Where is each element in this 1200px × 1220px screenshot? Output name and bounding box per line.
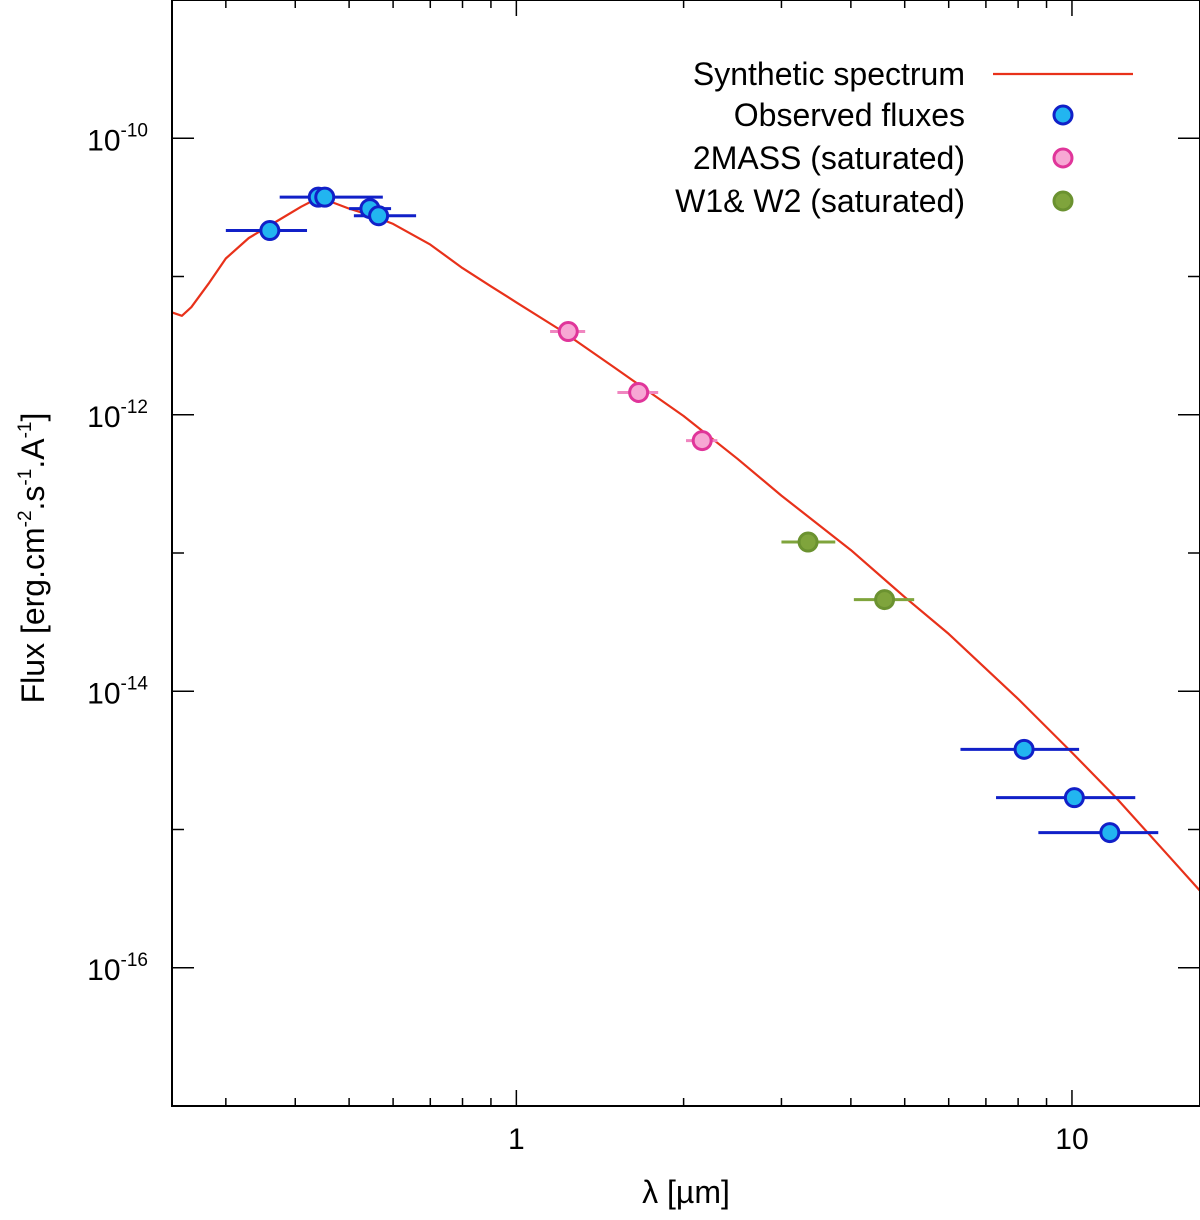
ylabel-main: Flux [erg.cm — [15, 527, 51, 703]
observed-fluxes-point — [1099, 822, 1121, 844]
axes-layer: 1 10 10-10 10-12 10-14 10-16 — [87, 0, 1200, 1156]
observed-fluxes-point — [1013, 738, 1035, 760]
2mass-saturated-point — [691, 430, 713, 452]
plot-area — [172, 186, 1200, 892]
ylabel-exp3: -1 — [15, 422, 36, 439]
legend-marker-w1-w2-saturated — [1052, 190, 1074, 212]
legend: Synthetic spectrum Observed fluxes 2MASS (… — [675, 56, 1133, 219]
x-tick-label: 1 — [508, 1123, 525, 1156]
y-axis-title: Flux [erg.cm-2.s-1.A-1] — [15, 413, 51, 704]
ylabel-end: ] — [15, 413, 51, 422]
legend-marker-2mass-saturated — [1052, 147, 1074, 169]
ylabel-part2: .s — [15, 486, 51, 511]
legend-label-synthetic-spectrum: Synthetic spectrum — [693, 56, 965, 92]
legend-label-w1-w2-saturated: W1& W2 (saturated) — [675, 183, 965, 219]
observed-fluxes-point — [259, 220, 281, 242]
y-tick-label: 10-12 — [87, 397, 148, 434]
y-tick-label: 10-10 — [87, 120, 148, 157]
ylabel-part3: .A — [15, 438, 51, 469]
x-axis-title: λ [µm] — [642, 1174, 730, 1210]
w1-w2-saturated-point — [797, 531, 819, 553]
legend-label-observed-fluxes: Observed fluxes — [734, 97, 965, 133]
2mass-saturated-point — [557, 321, 579, 343]
plot-layer — [172, 186, 1200, 892]
plot-frame — [171, 0, 1200, 1107]
observed-fluxes-point — [314, 186, 336, 208]
legend-label-2mass-saturated: 2MASS (saturated) — [693, 140, 965, 176]
w1-w2-saturated-point — [874, 589, 896, 611]
y-tick-label: 10-14 — [87, 673, 148, 710]
x-tick-label: 10 — [1055, 1123, 1088, 1156]
observed-fluxes-point — [368, 205, 390, 227]
synthetic-spectrum-line — [172, 196, 1200, 892]
2mass-saturated-point — [628, 381, 650, 403]
y-tick-label: 10-16 — [87, 950, 148, 987]
ylabel-exp1: -2 — [15, 510, 36, 527]
svg-text:Flux [erg.cm-2.s-1.A-1]: Flux [erg.cm-2.s-1.A-1] — [15, 413, 51, 704]
observed-fluxes-point — [1063, 787, 1085, 809]
legend-marker-observed-fluxes — [1052, 104, 1074, 126]
ylabel-exp2: -1 — [15, 469, 36, 486]
